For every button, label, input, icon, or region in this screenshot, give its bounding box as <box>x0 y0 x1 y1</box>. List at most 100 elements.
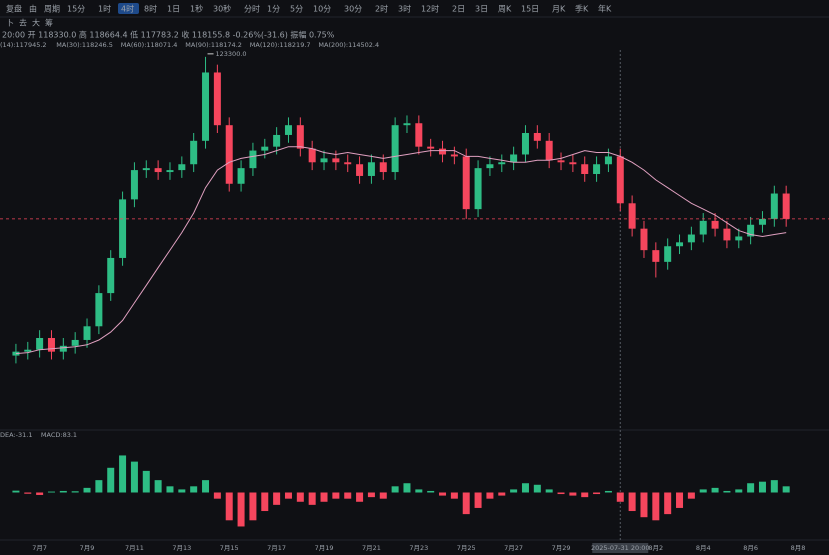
macd-bar <box>130 461 138 493</box>
tool-icon[interactable]: 卜 <box>6 19 14 28</box>
candle-body <box>130 170 138 200</box>
candle-body <box>249 150 257 169</box>
candle-body <box>24 349 32 352</box>
x-tick-label: 7月21 <box>362 544 381 552</box>
macd-legend: DEA:-31.1 <box>0 431 32 439</box>
ma-legend: (14):117945.2 <box>0 41 47 49</box>
toolbar-item[interactable]: 10分 <box>313 5 331 14</box>
candle-body <box>320 158 328 163</box>
macd-bar <box>119 455 127 493</box>
macd-bar <box>545 489 553 493</box>
ma-legend: MA(30):118246.5 <box>56 41 113 49</box>
macd-bar <box>676 492 684 508</box>
macd-bar <box>735 489 743 493</box>
toolbar-item[interactable]: 30分 <box>344 5 362 14</box>
x-tick-label: 8月4 <box>696 544 711 552</box>
macd-bar <box>462 492 470 515</box>
candle-body <box>415 123 423 147</box>
toolbar-item[interactable]: 季K <box>575 4 589 14</box>
toolbar-item[interactable]: 3时 <box>398 4 411 14</box>
macd-bar <box>699 489 707 493</box>
x-tick-label: 7月7 <box>32 544 47 552</box>
toolbar-item[interactable]: 分时 <box>244 4 260 14</box>
candle-body <box>616 156 624 204</box>
macd-bar <box>593 492 601 495</box>
macd-bar <box>427 490 435 493</box>
candle-body <box>379 162 387 173</box>
tool-icon[interactable]: 筹 <box>45 18 53 28</box>
toolbar-item[interactable]: 3日 <box>475 5 488 14</box>
macd-bar <box>178 489 186 493</box>
macd-bar <box>415 489 423 493</box>
macd-bar <box>320 492 328 502</box>
candle-body <box>344 162 352 165</box>
candle-body <box>628 203 636 229</box>
macd-bar <box>747 483 755 493</box>
toolbar-item[interactable]: 8时 <box>144 4 157 14</box>
x-tick-label: 7月15 <box>220 544 239 552</box>
candle-body <box>676 242 684 247</box>
candle-body <box>569 162 577 165</box>
candle-body <box>533 133 541 141</box>
toolbar-item[interactable]: 2时 <box>375 4 388 14</box>
macd-bar <box>391 486 399 493</box>
macd-bar <box>202 480 210 493</box>
macd-bar <box>474 492 482 508</box>
macd-bar <box>249 492 257 521</box>
candle-body <box>735 236 743 241</box>
toolbar-item[interactable]: 1分 <box>267 5 280 14</box>
candle-body <box>202 72 210 141</box>
candle-body <box>59 345 67 352</box>
candle-body <box>166 170 174 173</box>
macd-bar <box>581 492 589 498</box>
candle-body <box>154 168 162 173</box>
candle-body <box>142 168 150 171</box>
toolbar-item[interactable]: 4时 <box>121 4 134 14</box>
toolbar-item[interactable]: 周K <box>498 5 512 14</box>
candle-body <box>356 164 364 176</box>
toolbar-item[interactable]: 12时 <box>421 4 439 14</box>
ma-line <box>15 146 787 355</box>
candle-body <box>498 162 506 165</box>
candle-body <box>95 293 103 327</box>
toolbar-item[interactable]: 5分 <box>290 5 303 14</box>
macd-bar <box>403 483 411 493</box>
candle-body <box>687 234 695 243</box>
candle-body <box>510 154 518 163</box>
tool-icon[interactable]: 大 <box>32 18 40 28</box>
toolbar-item[interactable]: 2日 <box>452 5 465 14</box>
macd-bar <box>273 492 281 505</box>
tool-icon[interactable]: 去 <box>19 18 27 28</box>
macd-bar <box>770 480 778 493</box>
toolbar-item[interactable]: 1时 <box>98 4 111 14</box>
toolbar-item[interactable]: 由 <box>29 4 37 14</box>
toolbar-item[interactable]: 年K <box>598 4 612 14</box>
toolbar-item[interactable]: 周期 <box>44 5 60 14</box>
candle-body <box>770 193 778 219</box>
macd-bar <box>36 492 44 495</box>
toolbar-item[interactable]: 复盘 <box>6 4 22 14</box>
macd-bar <box>296 492 304 502</box>
toolbar-item[interactable]: 30秒 <box>213 4 231 14</box>
toolbar-item[interactable]: 月K <box>552 5 566 14</box>
toolbar-item[interactable]: 1日 <box>167 5 180 14</box>
candle-body <box>723 228 731 241</box>
candle-body <box>296 125 304 149</box>
macd-bar <box>557 492 565 495</box>
x-tick-label: 7月11 <box>125 544 144 552</box>
macd-bar <box>640 492 648 518</box>
macd-bar <box>142 470 150 493</box>
macd-bar <box>367 492 375 498</box>
toolbar-item[interactable]: 1秒 <box>190 4 203 14</box>
candle-body <box>427 146 435 149</box>
toolbar-item[interactable]: 15分 <box>67 5 85 14</box>
candle-body <box>83 326 91 340</box>
candle-body <box>439 148 447 155</box>
macd-bar <box>12 490 20 493</box>
x-tick-label: 7月9 <box>80 544 95 552</box>
macd-bar <box>569 492 577 496</box>
toolbar-item[interactable]: 15日 <box>521 5 539 14</box>
macd-bar <box>166 486 174 493</box>
candle-body <box>308 148 316 163</box>
